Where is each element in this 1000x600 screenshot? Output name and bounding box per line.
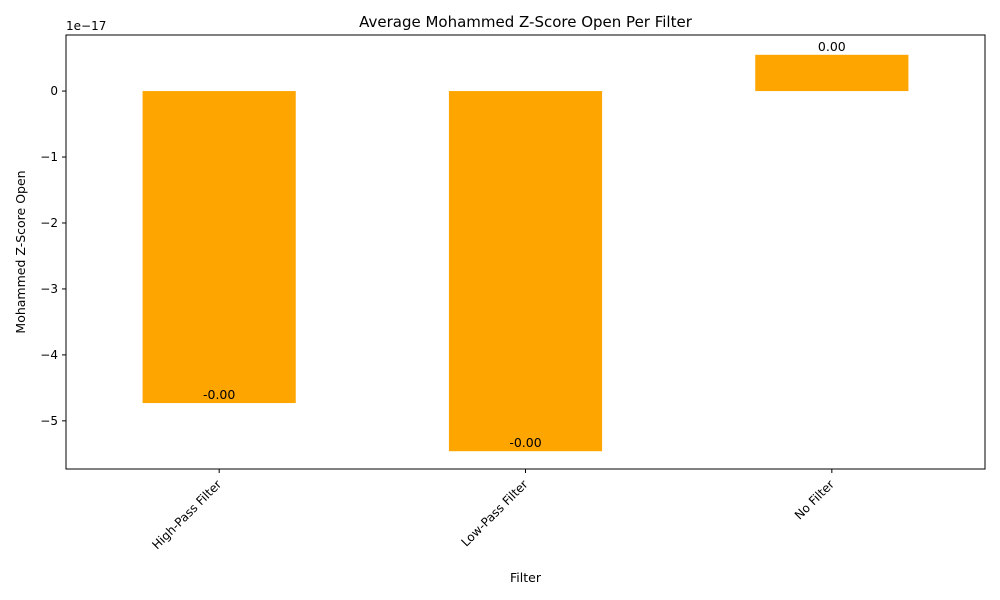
y-axis-ticks: −5 −4 −3 −2 −1 0 (40, 84, 66, 428)
y-tick-label: −1 (40, 150, 58, 164)
y-axis-label: Mohammed Z-Score Open (13, 170, 28, 333)
y-tick-label: −2 (40, 216, 58, 230)
bars-layer (142, 54, 909, 452)
bar-data-label: -0.00 (203, 387, 235, 402)
y-tick-label: −3 (40, 282, 58, 296)
bar (448, 91, 603, 452)
y-axis-offset-text: 1e−17 (66, 19, 106, 33)
x-axis-label: Filter (510, 570, 542, 585)
data-labels-layer: -0.00 -0.00 0.00 (203, 39, 846, 450)
bar-data-label: 0.00 (818, 39, 846, 54)
y-tick-label: −5 (40, 414, 58, 428)
bar (142, 91, 296, 404)
y-tick-label: 0 (50, 84, 58, 98)
chart-title: Average Mohammed Z-Score Open Per Filter (359, 13, 693, 31)
bar-data-label: -0.00 (509, 435, 541, 450)
bar (755, 54, 909, 92)
y-tick-label: −4 (40, 348, 58, 362)
